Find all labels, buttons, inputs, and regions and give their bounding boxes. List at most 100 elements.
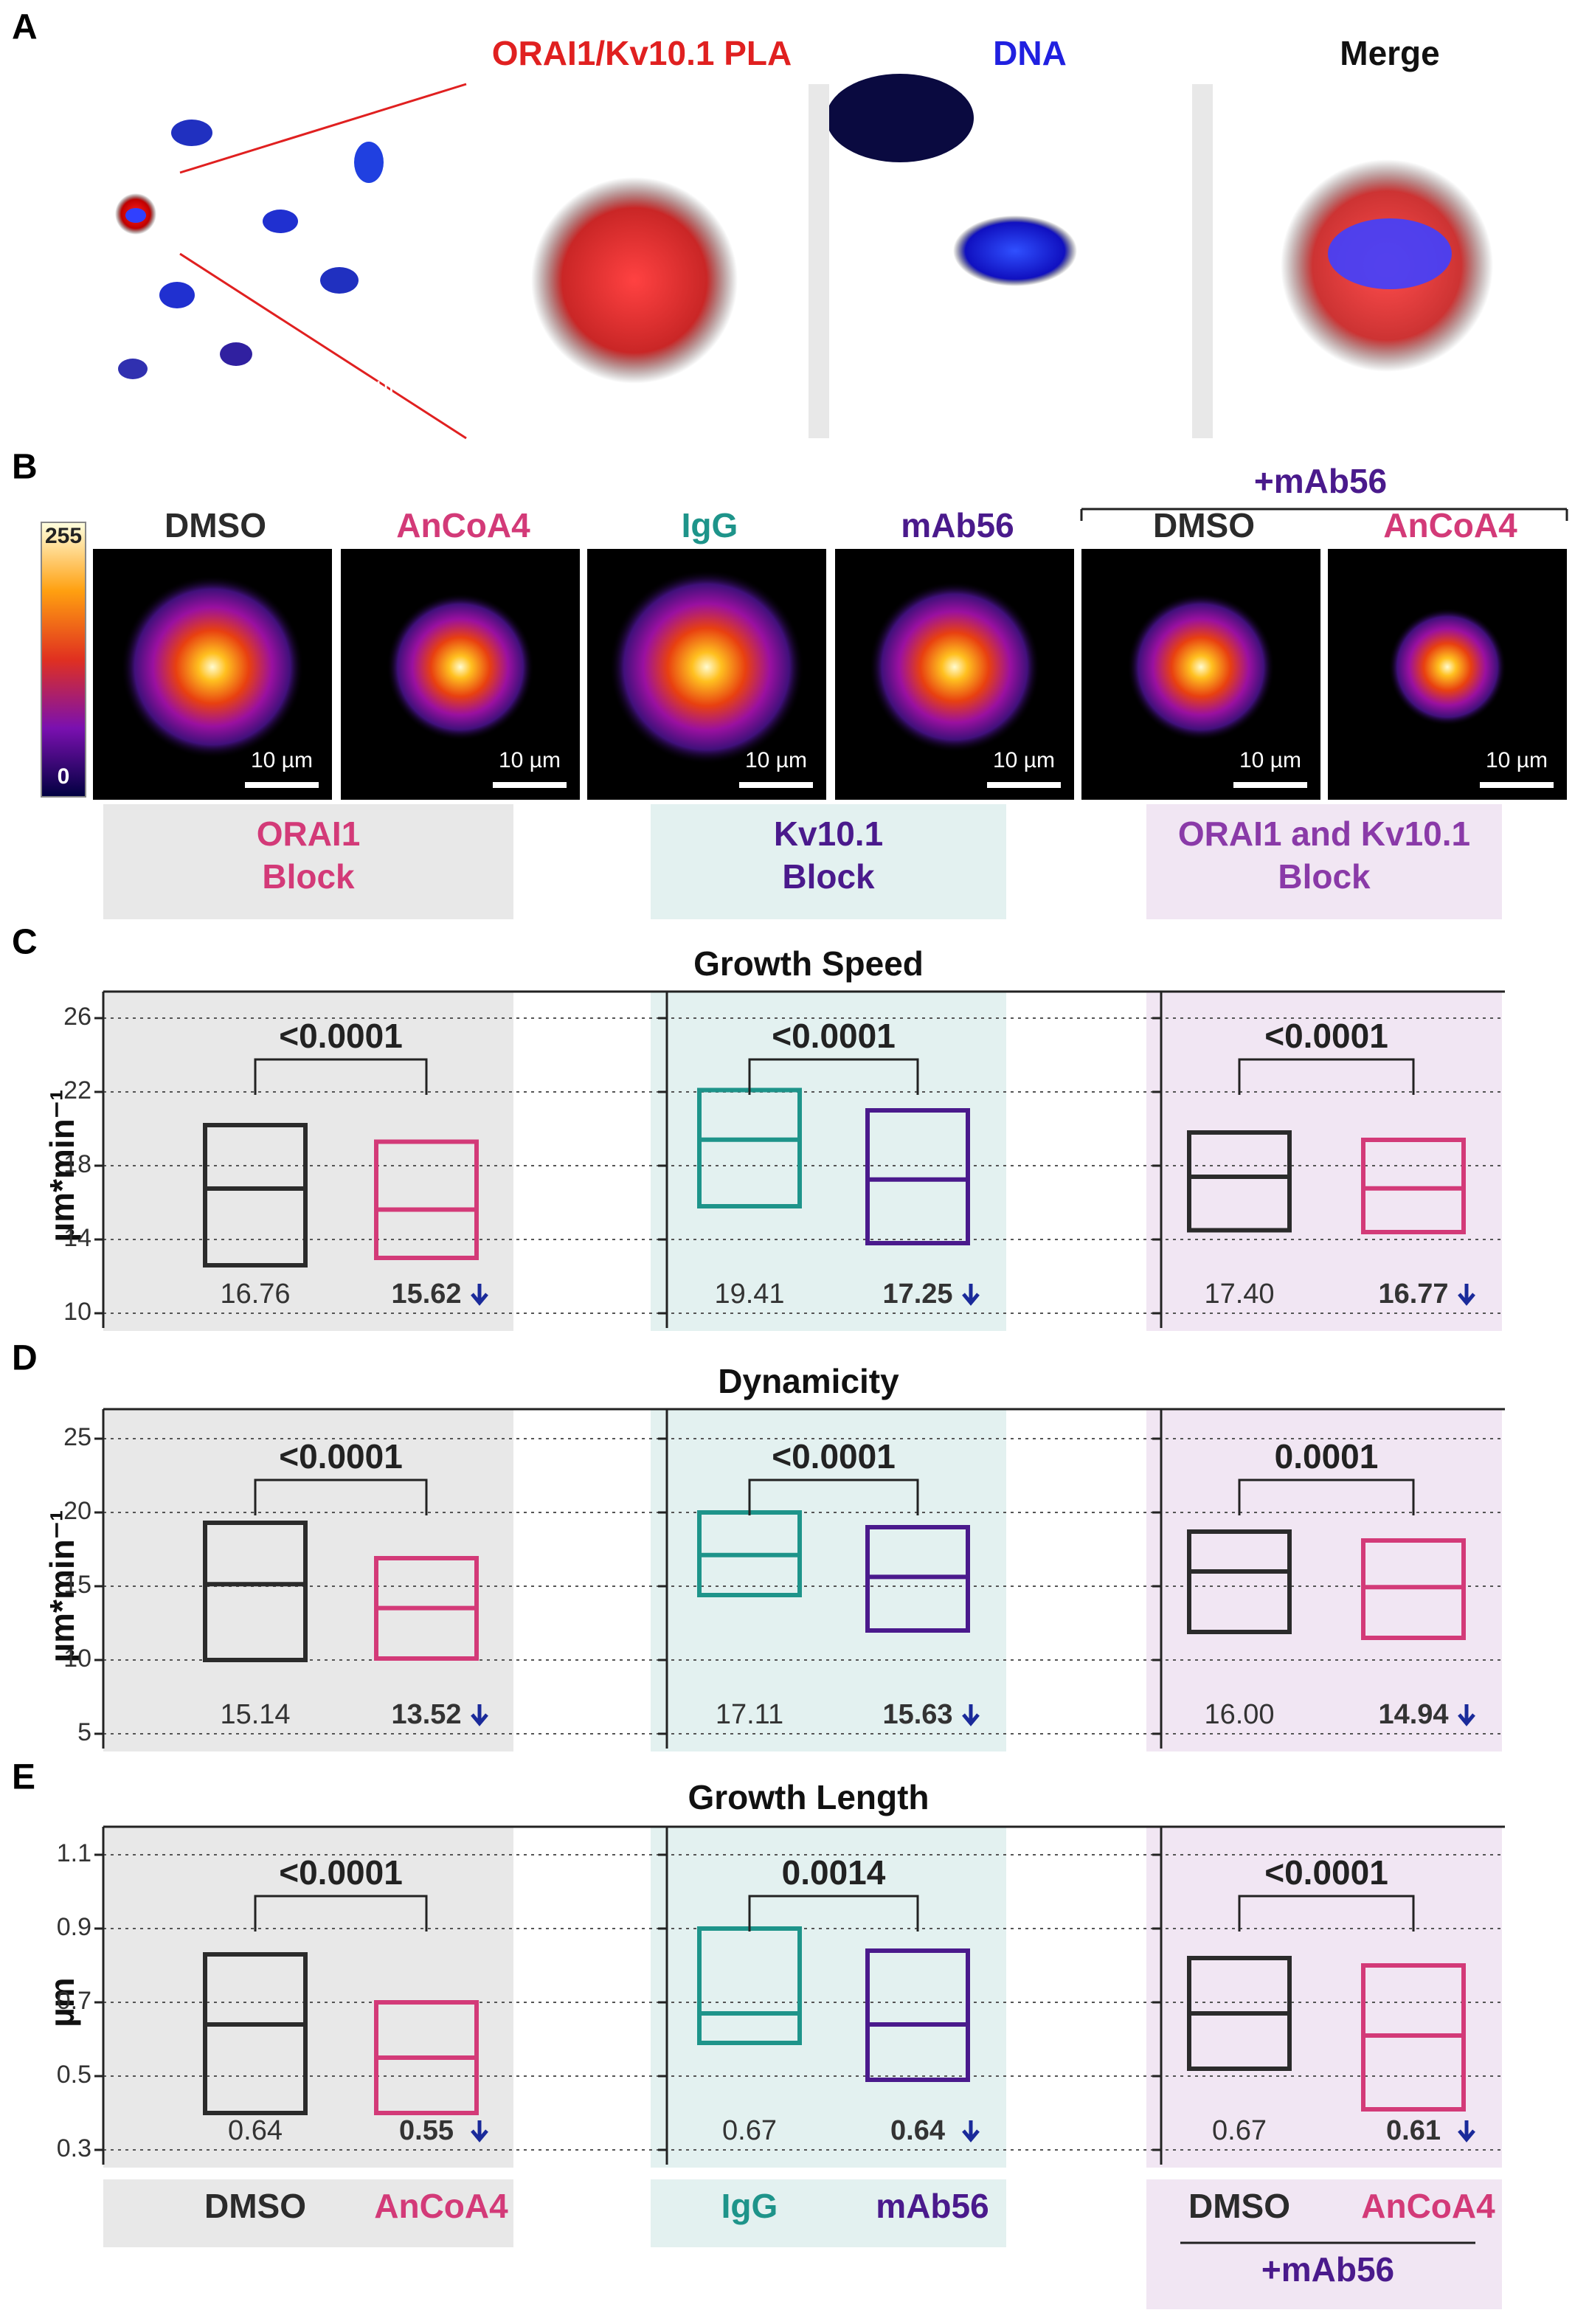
p-value: <0.0001 (1264, 1017, 1388, 1055)
box (865, 1108, 970, 1245)
p-value: <0.0001 (279, 1853, 403, 1892)
median-label: 15.62 (391, 1279, 461, 1310)
scale-bar (739, 782, 813, 788)
condition-label: AnCoA4 (1383, 506, 1517, 544)
block-label: Block (1278, 857, 1371, 896)
y-tick-label: 22 (63, 1076, 91, 1104)
aster (869, 581, 1040, 753)
comparison-bracket (748, 1479, 919, 1515)
group-bg (651, 1409, 1006, 1751)
p-value: <0.0001 (772, 1437, 896, 1476)
y-tick-label: 0.5 (57, 2061, 91, 2089)
block-label: ORAI1 and Kv10.1 (1178, 815, 1470, 853)
scale-bar-label: 50 µm (345, 373, 407, 398)
y-tick-label: 0.7 (57, 1987, 91, 2015)
y-tick-label: 15 (63, 1571, 91, 1599)
aster (1127, 593, 1275, 741)
p-value: 0.0014 (782, 1853, 886, 1892)
decrease-arrow (962, 1704, 980, 1726)
box (1361, 1138, 1466, 1234)
footer-bg (103, 2179, 513, 2247)
scale-bar-label: 10 µm (993, 748, 1055, 772)
median-label: 17.11 (716, 1699, 783, 1730)
panel-label: E (12, 1758, 35, 1797)
bracket-label: +mAb56 (1254, 462, 1387, 500)
aster (1388, 608, 1506, 726)
scale-bar (493, 782, 567, 788)
comparison-bracket (748, 1895, 919, 1932)
y-tick-label: 10 (63, 1645, 91, 1673)
colorbar-label: 255 (45, 524, 82, 548)
group-bg (103, 992, 513, 1331)
box (203, 1521, 308, 1662)
channel-label: DNA (993, 34, 1067, 72)
y-tick-label: 1.1 (57, 1839, 91, 1867)
comparison-bracket (748, 1058, 919, 1095)
chart-title: Dynamicity (718, 1362, 899, 1400)
p-value: <0.0001 (1264, 1853, 1388, 1892)
y-tick-label: 10 (63, 1298, 91, 1326)
scale-bar-label: 10 µm (1239, 748, 1301, 772)
aster (387, 593, 534, 741)
category-label: AnCoA4 (1361, 2187, 1495, 2225)
decrease-arrow (1458, 2120, 1475, 2143)
decrease-arrow (962, 1284, 980, 1306)
decrease-arrow (471, 2120, 488, 2143)
median-label: 0.67 (1212, 2115, 1267, 2146)
median-label: 16.76 (220, 1279, 290, 1310)
footer-bg (651, 2179, 1006, 2247)
colorbar (41, 522, 86, 798)
comparison-bracket (1238, 1479, 1415, 1515)
y-axis-label: µm (43, 1977, 81, 2027)
y-tick-label: 20 (63, 1497, 91, 1525)
median-label: 15.63 (882, 1699, 952, 1730)
median-label: 13.52 (391, 1699, 461, 1730)
median-label: 15.14 (220, 1699, 290, 1730)
bracket-label: +mAb56 (1261, 2250, 1394, 2289)
scale-bar-label: 10 µm (1486, 748, 1548, 772)
median-label: 17.25 (882, 1279, 952, 1310)
category-label: IgG (721, 2187, 778, 2225)
footer-bg (1146, 2179, 1502, 2309)
condition-label: DMSO (1153, 506, 1255, 544)
box (203, 1123, 308, 1268)
panel-label: D (12, 1339, 38, 1378)
box (1187, 1130, 1292, 1233)
median-label: 0.61 (1386, 2115, 1441, 2146)
category-label: DMSO (204, 2187, 306, 2225)
block-label: Kv10.1 (774, 815, 883, 853)
p-value: 0.0001 (1275, 1437, 1379, 1476)
decrease-arrow (471, 1704, 488, 1726)
scale-bar-label: 10 µm (251, 748, 313, 772)
y-axis-label: µm*min⁻¹ (43, 1510, 81, 1663)
category-label: mAb56 (876, 2187, 989, 2225)
box (374, 1139, 479, 1260)
median-label: 0.55 (399, 2115, 454, 2146)
median-label: 0.64 (228, 2115, 283, 2146)
comparison-bracket (254, 1058, 428, 1095)
category-label: AnCoA4 (374, 2187, 508, 2225)
decrease-arrow (962, 2120, 980, 2143)
y-tick-label: 26 (63, 1003, 91, 1031)
chart-title: Growth Speed (693, 944, 924, 983)
box (865, 1948, 970, 2082)
colorbar-label: 0 (58, 764, 70, 789)
panel-label: B (12, 448, 38, 487)
panel-a-images (115, 74, 1493, 440)
decrease-arrow (471, 1284, 488, 1306)
median-label: 0.67 (722, 2115, 777, 2146)
panel-label: C (12, 923, 38, 962)
comparison-bracket (1238, 1058, 1415, 1095)
channel-label: Merge (1340, 34, 1439, 72)
condition-label: AnCoA4 (396, 506, 530, 544)
channel-label: ORAI1/Kv10.1 PLA (492, 34, 792, 72)
scale-bar-label: 10 µm (1472, 379, 1534, 404)
block-label: ORAI1 (257, 815, 361, 853)
aster (121, 575, 304, 758)
scale-bar (1480, 782, 1554, 788)
decrease-arrow (1458, 1284, 1475, 1306)
p-value: <0.0001 (279, 1437, 403, 1476)
condition-label: IgG (682, 506, 738, 544)
y-tick-label: 5 (77, 1718, 91, 1746)
